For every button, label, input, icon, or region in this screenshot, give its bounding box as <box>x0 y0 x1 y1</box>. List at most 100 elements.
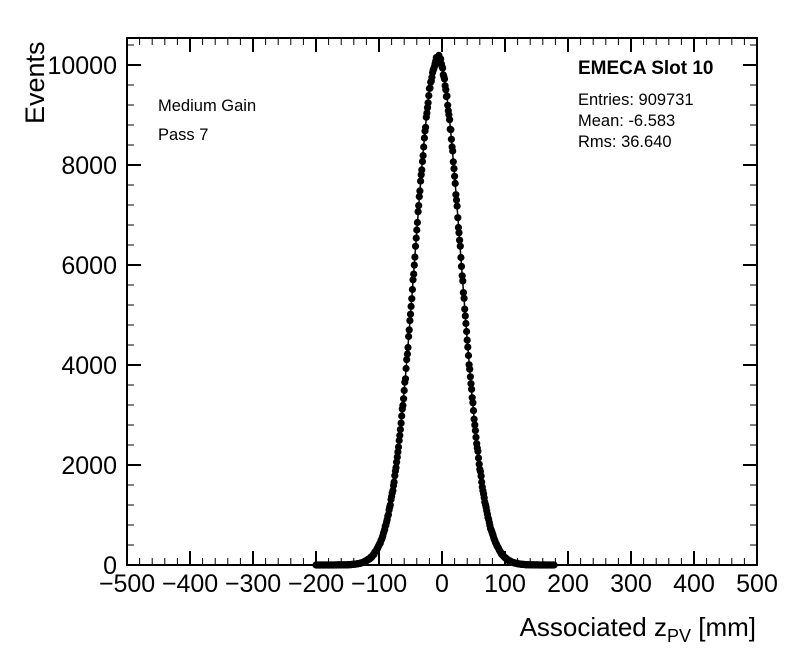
data-point <box>417 177 425 185</box>
data-points <box>312 51 558 569</box>
x-tick-label: 300 <box>610 570 652 598</box>
x-axis-title: Associated zPV [mm] <box>520 612 756 647</box>
data-point <box>393 453 401 461</box>
stats-rms: Rms: 36.640 <box>578 133 672 151</box>
fit-line <box>316 58 555 566</box>
y-tick-label: 4000 <box>61 352 117 380</box>
data-point <box>472 433 480 441</box>
x-tick-label: 0 <box>435 570 449 598</box>
data-point <box>408 285 416 294</box>
pass-label: Pass 7 <box>158 126 209 144</box>
data-point <box>408 295 416 303</box>
data-point <box>471 427 479 435</box>
data-point <box>396 425 404 434</box>
x-tick-label: −100 <box>351 570 407 598</box>
data-point <box>420 134 428 142</box>
data-point <box>411 253 419 261</box>
gain-label: Medium Gain <box>158 97 257 115</box>
data-point <box>407 302 415 310</box>
stats-box: Entries: 909731 Mean: -6.583 Rms: 36.640 <box>578 90 694 153</box>
data-point <box>422 123 430 131</box>
data-point <box>444 101 452 109</box>
data-point <box>406 310 415 318</box>
y-axis-title: Events <box>20 41 50 124</box>
data-point <box>386 501 394 509</box>
data-point <box>467 380 475 388</box>
y-tick-label: 6000 <box>61 252 117 280</box>
data-point <box>459 277 467 285</box>
data-point <box>450 165 458 173</box>
x-tick-label: 400 <box>673 570 715 598</box>
data-point <box>443 92 451 100</box>
data-point <box>449 158 457 166</box>
data-point <box>449 147 457 155</box>
data-point <box>471 421 479 429</box>
data-point <box>454 214 462 222</box>
data-point <box>464 343 472 351</box>
x-tick-labels: −500 −400 −300 −200 −100 0 100 200 300 400 500 <box>99 570 778 598</box>
data-point <box>463 336 471 344</box>
data-point <box>462 319 470 328</box>
data-point <box>396 431 404 439</box>
y-tick-label: 10000 <box>47 52 117 80</box>
detector-label: EMECA Slot 10 <box>578 58 714 79</box>
x-tick-label: −500 <box>99 570 155 598</box>
data-point <box>447 135 455 143</box>
data-point <box>446 116 454 124</box>
data-point <box>442 86 450 94</box>
data-point <box>390 478 398 486</box>
data-point <box>452 191 460 199</box>
x-tick-label: 500 <box>736 570 778 598</box>
data-point <box>469 407 478 415</box>
data-point <box>466 365 474 373</box>
data-point <box>423 109 431 117</box>
data-point <box>397 419 405 427</box>
x-tick-label: 200 <box>547 570 589 598</box>
data-point <box>457 253 465 262</box>
data-point <box>447 126 455 134</box>
data-point <box>403 356 411 364</box>
data-point <box>394 443 403 451</box>
data-point <box>398 412 406 420</box>
x-axis-title-subscript: PV <box>666 626 691 646</box>
data-point <box>411 242 420 250</box>
data-point <box>550 561 558 569</box>
x-axis-title-main: Associated z <box>519 612 667 642</box>
data-point <box>460 294 468 302</box>
data-point <box>463 327 471 336</box>
data-point <box>418 166 426 174</box>
data-point <box>454 223 462 232</box>
x-tick-label: −200 <box>288 570 344 598</box>
data-point <box>469 399 477 407</box>
data-point <box>401 375 410 383</box>
data-point <box>418 157 427 166</box>
data-point <box>474 447 482 455</box>
data-point <box>457 262 466 270</box>
data-point <box>424 99 432 107</box>
data-point <box>415 202 423 210</box>
axis-ticks <box>126 38 758 566</box>
data-point <box>410 270 418 278</box>
gain-annotation: Medium Gain Pass 7 <box>158 92 256 150</box>
y-tick-label: 8000 <box>61 152 117 180</box>
data-point <box>426 84 434 92</box>
data-point <box>419 152 427 160</box>
data-point <box>425 92 433 100</box>
stats-mean: Mean: -6.583 <box>578 112 676 130</box>
data-point <box>455 229 463 237</box>
data-point <box>461 305 469 313</box>
data-point <box>468 385 476 393</box>
data-point <box>413 218 421 227</box>
data-point <box>452 196 461 204</box>
data-point <box>439 64 447 72</box>
data-point <box>406 317 414 325</box>
data-point <box>477 472 485 480</box>
data-point <box>403 350 411 358</box>
data-point <box>451 172 459 180</box>
data-point <box>416 187 424 195</box>
y-tick-label: 0 <box>103 552 117 580</box>
data-point <box>404 343 412 352</box>
data-point <box>414 208 422 216</box>
